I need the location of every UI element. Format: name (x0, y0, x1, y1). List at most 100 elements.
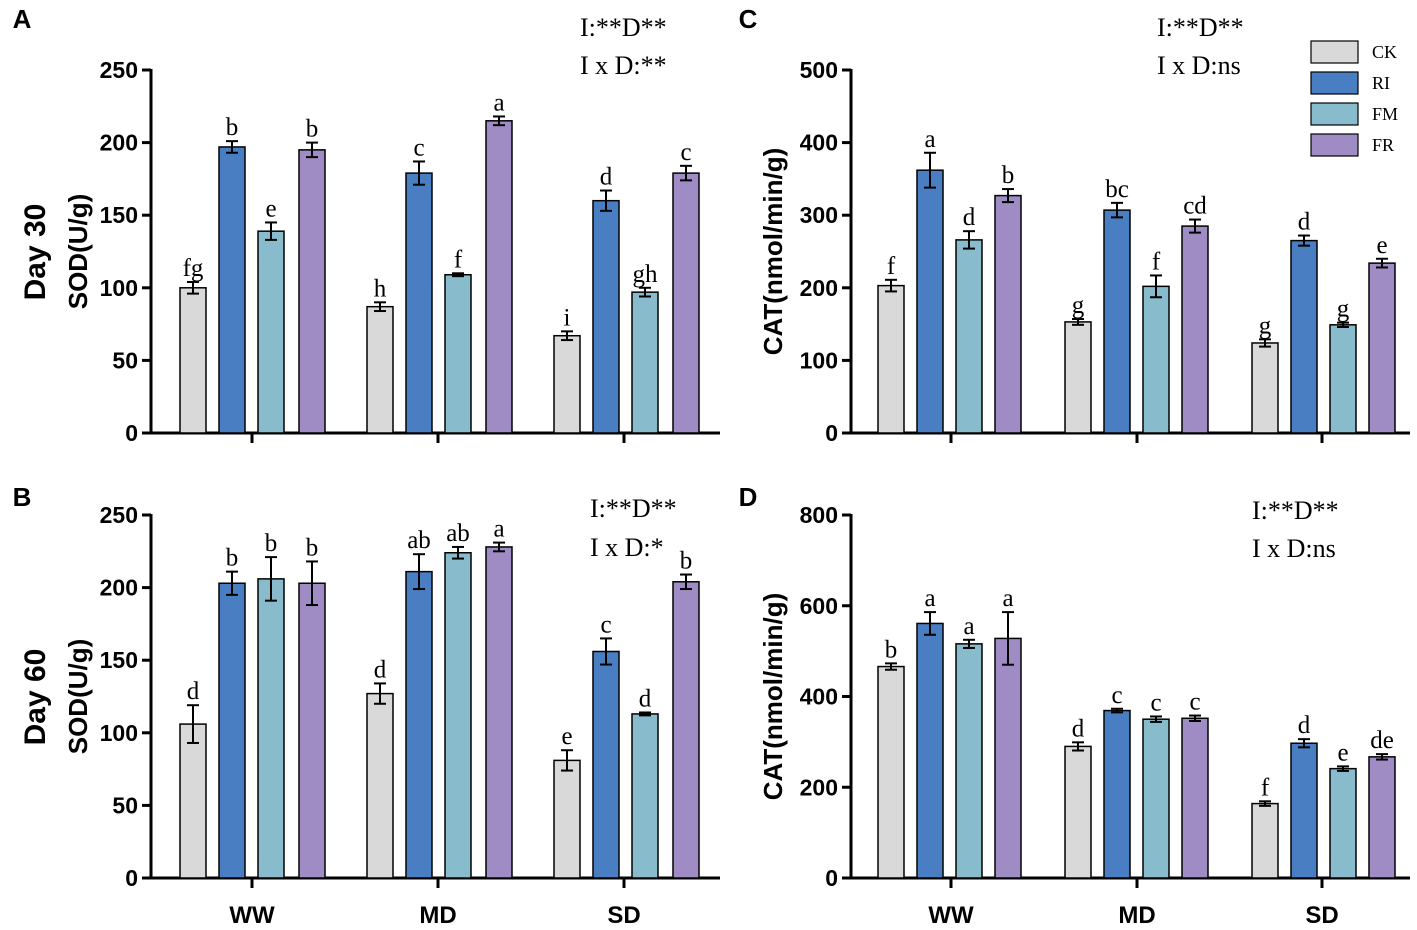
bar-ck-sd (1251, 342, 1279, 434)
significance-letter: e (561, 723, 572, 750)
significance-letter: c (1150, 689, 1161, 716)
significance-letter: d (374, 656, 387, 683)
significance-letter: a (1002, 585, 1013, 612)
bar-fr-ww (298, 149, 326, 434)
bar-ck-md (1064, 321, 1092, 434)
bar-ck-ww (877, 284, 905, 434)
panel-letter: C (739, 4, 758, 34)
panel-letter: D (739, 482, 758, 512)
significance-letter: c (680, 139, 691, 166)
legend: CK RI FM FR (1310, 40, 1398, 157)
bar-fm-ww (955, 643, 983, 879)
bar-ri-ww (218, 582, 246, 879)
legend-swatch-fm (1310, 102, 1359, 126)
significance-letter: g (1072, 292, 1085, 319)
y-tick-label: 200 (100, 130, 138, 156)
significance-letter: f (887, 253, 896, 280)
anova-annotation: I:**D** (590, 494, 677, 523)
significance-letter: d (1072, 715, 1085, 742)
chart-panel-d: D CAT(nmol/min/g) 0 200 400 600 800 WW MD SD b d f a c… (739, 482, 1410, 929)
significance-letter: c (1189, 689, 1200, 716)
bar-fr-sd (672, 581, 700, 879)
significance-letter: g (1259, 312, 1272, 339)
y-tick-label: 100 (100, 275, 138, 301)
bar-ri-sd (592, 650, 620, 879)
panel-letter: A (13, 4, 32, 34)
y-tick-label: 500 (800, 57, 838, 83)
bar-fm-md (1142, 718, 1170, 879)
y-tick-label: 100 (800, 347, 838, 373)
significance-letter: a (963, 613, 974, 640)
panels: ASOD(U/g)050100150200250fghibcdefghbacI:… (13, 4, 1410, 929)
significance-letter: f (454, 246, 463, 273)
significance-letter: fg (183, 255, 204, 282)
bar-fm-md (444, 273, 472, 434)
bar-fr-md (1181, 225, 1209, 434)
significance-letter: a (924, 126, 935, 153)
legend-label-fm: FM (1372, 104, 1398, 124)
significance-letter: gh (633, 261, 659, 288)
significance-letter: b (885, 636, 898, 663)
significance-letter: b (226, 545, 239, 572)
row-label-day60: Day 60 (19, 649, 52, 746)
significance-letter: b (306, 116, 319, 143)
bar-fr-ww (994, 194, 1022, 434)
bar-ri-sd (1290, 742, 1318, 879)
legend-swatch-ri (1310, 71, 1359, 95)
legend-label-ri: RI (1372, 73, 1390, 93)
chart-panel-a: ASOD(U/g)050100150200250fghibcdefghbacI:… (13, 4, 720, 446)
anova-annotation: I:**D** (1252, 496, 1339, 525)
y-tick-label: 0 (825, 420, 838, 446)
x-tick-label-sd: SD (1305, 902, 1338, 929)
bar-ri-sd (592, 199, 620, 434)
y-tick-label: 400 (800, 684, 838, 710)
significance-letter: d (1298, 712, 1311, 739)
y-tick-label: 800 (800, 502, 838, 528)
bar-ri-md (405, 172, 433, 434)
x-tick-label-md: MD (419, 902, 456, 929)
y-tick-label: 200 (100, 575, 138, 601)
significance-letter: b (265, 530, 278, 557)
significance-letter: c (1111, 682, 1122, 709)
significance-letter: a (493, 89, 504, 116)
y-tick-label: 150 (100, 647, 138, 673)
y-axis-label: CAT(nmol/min/g) (758, 593, 788, 800)
anova-annotation: I x D:** (580, 51, 667, 80)
bar-fm-ww (257, 578, 285, 879)
significance-letter: d (1298, 209, 1311, 236)
anova-annotation: I x D:ns (1252, 534, 1336, 563)
bar-ri-md (405, 570, 433, 879)
bar-fm-sd (1329, 324, 1357, 434)
significance-letter: c (413, 134, 424, 161)
bar-fm-ww (257, 230, 285, 434)
chart-panel-c: CCAT(nmol/min/g)0100200300400500fggabcdd… (739, 4, 1410, 446)
bar-ck-ww (877, 665, 905, 879)
anova-annotation: I:**D** (580, 13, 667, 42)
bar-ri-md (1103, 209, 1131, 434)
significance-letter: i (564, 304, 571, 331)
x-tick-label-ww: WW (229, 902, 275, 929)
significance-letter: cd (1183, 193, 1207, 220)
anova-annotation: I x D:ns (1157, 51, 1241, 80)
legend-swatch-fr (1310, 133, 1359, 157)
legend-label-ck: CK (1372, 42, 1397, 62)
bar-ck-md (1064, 745, 1092, 879)
bar-fr-sd (1368, 262, 1396, 434)
y-tick-label: 300 (800, 202, 838, 228)
significance-letter: bc (1105, 176, 1129, 203)
y-tick-label: 0 (825, 865, 838, 891)
bar-ck-ww (179, 723, 207, 879)
significance-letter: d (600, 164, 613, 191)
significance-letter: d (187, 678, 200, 705)
bar-fm-sd (1329, 767, 1357, 879)
significance-letter: a (924, 585, 935, 612)
bar-ri-sd (1290, 239, 1318, 434)
significance-letter: e (1376, 232, 1387, 259)
x-tick-label-sd: SD (607, 902, 640, 929)
bar-fr-ww (994, 637, 1022, 879)
significance-letter: b (226, 114, 239, 141)
bar-fm-sd (631, 713, 659, 879)
y-tick-label: 0 (125, 865, 138, 891)
significance-letter: c (600, 611, 611, 638)
